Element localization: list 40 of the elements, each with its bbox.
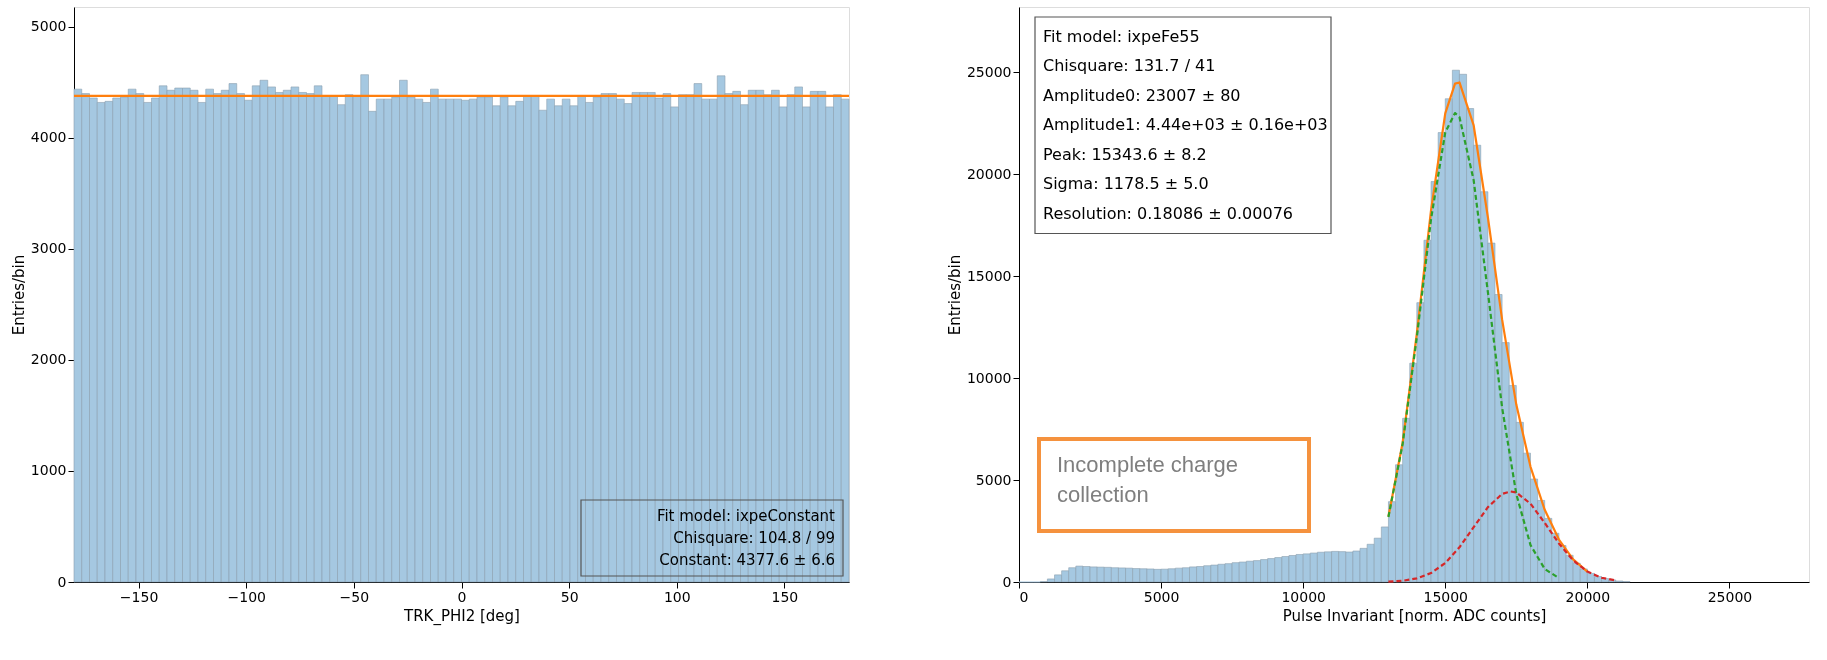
annotation: Chisquare: 104.8 / 99 [673,529,835,547]
annotation: Fit model: ixpeConstant [656,507,836,525]
x-axis-title: TRK_PHI2 [deg] [403,606,520,626]
y-tick-label: 0 [57,573,67,590]
x-tick-label: −150 [119,588,159,605]
annotation: Sigma: 1178.5 ± 5.0 [1043,174,1209,194]
x-tick-label: 20000 [1565,588,1611,605]
y-tick-label: 15000 [966,267,1012,284]
x-tick-label: 10000 [1281,588,1326,605]
y-tick-label: 2000 [30,351,67,368]
y-tick-label: 10000 [966,369,1012,386]
annotation: Chisquare: 131.7 / 41 [1043,56,1216,76]
x-axis-title: Pulse Invariant [norm. ADC counts] [1282,606,1547,625]
x-tick-label: 25000 [1707,588,1753,605]
x-tick-label: 15000 [1423,588,1469,605]
y-tick-label: 5000 [30,18,67,35]
annotation: Amplitude0: 23007 ± 80 [1043,85,1241,105]
annotation: Incomplete charge collection [1057,452,1238,507]
x-tick-label: −50 [339,588,370,605]
y-tick-label: 5000 [975,471,1012,488]
annotation: Amplitude1: 4.44e+03 ± 0.16e+03 [1043,115,1328,135]
x-tick-label: 0 [457,588,467,605]
x-tick-label: 5000 [1143,588,1180,605]
y-axis-title: Entries/bin [945,254,964,336]
x-tick-label: 100 [663,588,691,605]
annotation: Fit model: ixpeFe55 [1043,26,1200,46]
annotation: Resolution: 0.18086 ± 0.00076 [1043,203,1293,223]
annotation: Constant: 4377.6 ± 6.6 [659,551,835,569]
annotation: Peak: 15343.6 ± 8.2 [1043,144,1207,164]
y-tick-label: 1000 [30,462,67,479]
y-axis-title: Entries/bin [9,254,28,336]
y-tick-label: 4000 [30,129,67,146]
y-tick-label: 3000 [30,240,67,257]
x-tick-label: 0 [1019,588,1029,605]
x-tick-label: −100 [227,588,266,605]
y-tick-label: 20000 [966,165,1012,182]
x-tick-label: 150 [771,588,799,605]
y-tick-label: 25000 [966,63,1012,80]
x-tick-label: 50 [560,588,579,605]
y-tick-label: 0 [1002,573,1012,590]
